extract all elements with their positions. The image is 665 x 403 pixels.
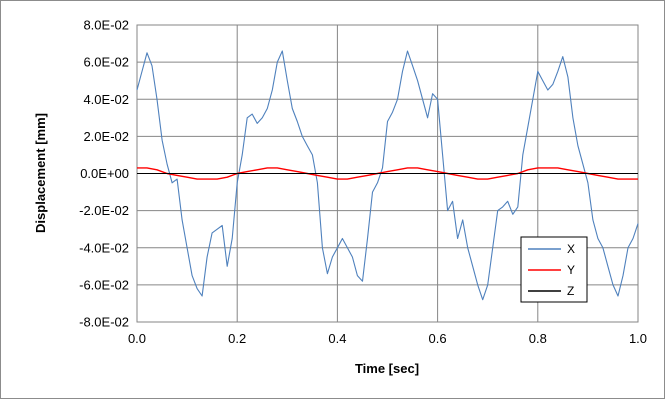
x-axis-title: Time [sec] xyxy=(355,361,419,376)
x-tick-label-3: 0.6 xyxy=(429,331,447,346)
x-tick-label-4: 0.8 xyxy=(529,331,547,346)
x-tick-label-0: 0.0 xyxy=(128,331,146,346)
y-tick-label-5: -2.0E-02 xyxy=(79,203,129,218)
series-lines xyxy=(136,50,639,301)
y-tick-label-8: -8.0E-02 xyxy=(79,315,129,330)
y-tick-label-1: 6.0E-02 xyxy=(83,55,129,70)
y-tick-label-2: 4.0E-02 xyxy=(83,92,129,107)
x-tick-label-2: 0.4 xyxy=(328,331,346,346)
x-tick-label-1: 0.2 xyxy=(228,331,246,346)
legend-label-x: X xyxy=(567,242,575,256)
legend: X Y Z xyxy=(520,236,588,303)
legend-label-y: Y xyxy=(567,263,575,277)
series-x-line xyxy=(136,50,639,301)
y-tick-label-6: -4.0E-02 xyxy=(79,240,129,255)
y-tick-label-7: -6.0E-02 xyxy=(79,277,129,292)
tick-labels: 8.0E-02 6.0E-02 4.0E-02 2.0E-02 0.0E+00 -2.0E… xyxy=(79,18,647,347)
y-tick-label-3: 2.0E-02 xyxy=(83,129,129,144)
series-y-line xyxy=(137,167,638,180)
y-tick-label-4: 0.0E+00 xyxy=(80,166,129,181)
y-tick-label-0: 8.0E-02 xyxy=(83,18,129,33)
y-axis-title: Displacement [mm] xyxy=(33,113,48,233)
legend-label-z: Z xyxy=(567,284,574,298)
x-tick-label-5: 1.0 xyxy=(629,331,647,346)
